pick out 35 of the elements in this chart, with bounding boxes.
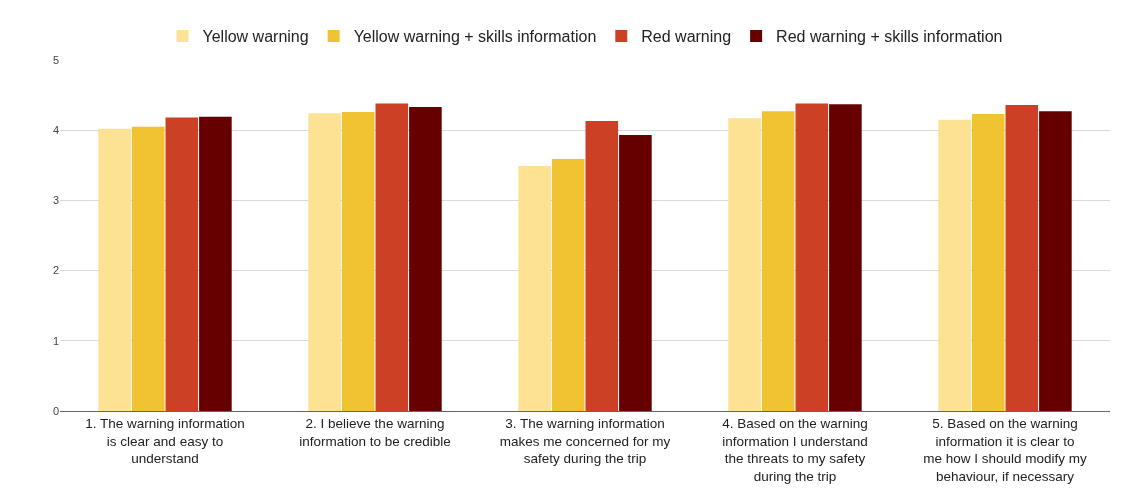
bar — [308, 113, 341, 411]
x-tick-label: 4. Based on the warning information I understand the threats to my safety during the trip — [722, 416, 868, 484]
y-tick-label: 1 — [52, 334, 59, 347]
bar — [409, 107, 442, 411]
bar — [761, 111, 795, 411]
bar — [98, 128, 131, 411]
bar — [1005, 104, 1039, 411]
legend-label: Red warning + skills information — [776, 28, 1003, 46]
bar — [375, 103, 409, 411]
bar — [971, 114, 1005, 411]
x-tick-label: 5. Based on the warning information it is clear to me how I should modify my behaviour, if necessary — [923, 416, 1088, 484]
y-tick-label: 4 — [52, 124, 59, 137]
x-tick-label: 2. I believe the warning information to be credible — [299, 416, 451, 449]
bar — [728, 118, 761, 411]
legend-label: Yellow warning — [202, 28, 309, 46]
bar — [1039, 111, 1072, 411]
y-tick-label: 3 — [52, 194, 59, 207]
bar — [619, 135, 652, 411]
bar — [585, 121, 619, 411]
bar — [829, 104, 862, 411]
y-tick-label: 5 — [52, 53, 59, 66]
legend-label: Red warning — [641, 28, 732, 46]
x-tick-label: 3. The warning information makes me concerned for my safety during the trip — [499, 416, 671, 467]
y-tick-label: 2 — [52, 264, 59, 277]
bar — [795, 103, 829, 411]
legend-label: Yellow warning + skills information — [353, 28, 597, 46]
bar — [518, 166, 551, 411]
bar — [165, 117, 199, 411]
x-tick-label: 1. The warning information is clear and easy to understand — [85, 416, 245, 467]
bar — [341, 111, 375, 411]
y-tick-label: 0 — [52, 404, 59, 417]
bar — [199, 116, 232, 411]
bar — [551, 158, 585, 411]
bar — [131, 126, 165, 411]
bar — [938, 119, 971, 411]
